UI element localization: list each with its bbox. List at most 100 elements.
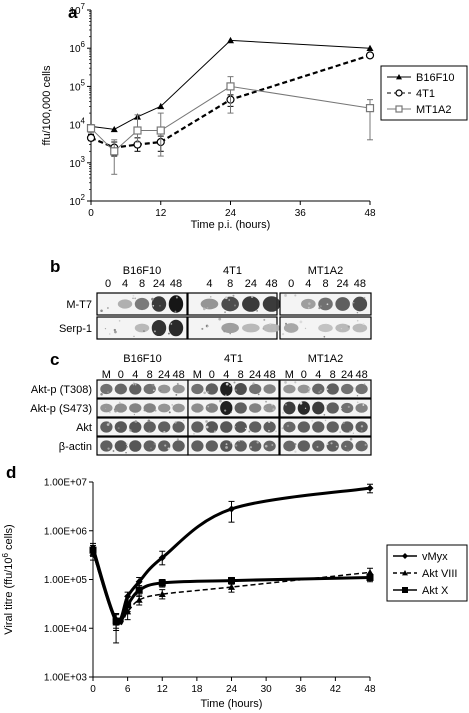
legend-marker [402, 587, 408, 593]
blot-speck [143, 330, 145, 333]
x-tick-label: 36 [295, 208, 307, 219]
blot-speck [271, 444, 274, 447]
data-point [226, 82, 235, 91]
blot-speck [352, 432, 355, 434]
blot-lane-label: 48 [263, 369, 275, 381]
blot-band [114, 440, 127, 452]
legend: vMyx Akt VIII Akt X [386, 544, 468, 602]
blot-speck [363, 297, 366, 299]
blot-speck [202, 307, 206, 311]
blot-speck [325, 323, 327, 325]
blot-group-label: 4T1 [223, 265, 242, 277]
blot-group-label: B16F10 [123, 353, 162, 365]
blot-lane-label: 8 [322, 278, 328, 290]
blot-speck [268, 420, 271, 424]
blot-speck [228, 299, 231, 301]
blot-band [352, 296, 368, 312]
blot-speck [113, 328, 117, 332]
series-akt-x [89, 544, 374, 631]
blot-lane-label: 0 [118, 369, 124, 381]
blot-group-label: B16F10 [123, 265, 162, 277]
blot-band [234, 383, 247, 395]
x-tick-label: 48 [364, 684, 376, 695]
data-point [124, 592, 132, 600]
blot-band [326, 421, 339, 433]
blot-speck [264, 444, 268, 448]
blot-band [335, 323, 350, 333]
blot-band [326, 402, 339, 414]
blot-speck [249, 446, 253, 449]
blot-speck [325, 404, 327, 406]
blot-band [158, 440, 171, 452]
blot-speck [154, 409, 157, 412]
blot-speck [224, 409, 227, 412]
blot-speck [151, 383, 155, 387]
blot-speck [201, 407, 204, 410]
blot-speck [205, 420, 208, 423]
blot-band [234, 440, 247, 452]
blot-band [114, 421, 127, 433]
blot-band [242, 296, 260, 312]
x-tick-label: 12 [155, 208, 167, 219]
blot-speck [256, 310, 258, 312]
blot-band [249, 403, 262, 413]
blot-speck [100, 309, 103, 313]
blot-speck [356, 311, 359, 314]
blot-speck [164, 444, 167, 447]
panel-label-a: a [68, 3, 78, 22]
blot-speck [241, 440, 244, 442]
blot-lane-label: M [102, 369, 111, 381]
blot-speck [168, 411, 171, 414]
blot-speck [201, 327, 204, 330]
blot-speck [132, 381, 135, 384]
blot-band [318, 323, 333, 333]
blot-speck [234, 444, 238, 447]
y-tick-label: 1.00E+03 [44, 673, 88, 684]
legend-marker [395, 105, 403, 113]
blot-band [191, 421, 204, 433]
blot-speck [285, 322, 287, 325]
blot-band [335, 297, 350, 311]
blot-speck [248, 430, 251, 433]
x-axis-label: Time p.i. (hours) [191, 219, 271, 231]
blot-group-label: 4T1 [224, 353, 243, 365]
blot-speck [294, 294, 297, 297]
blot-speck [174, 421, 177, 424]
y-tick-label: 105 [69, 78, 85, 93]
y-axis-label: Viral titre (ffu/106 cells) [1, 524, 15, 634]
blot-speck [129, 429, 132, 432]
blot-band [100, 421, 113, 433]
blot-speck [182, 419, 185, 422]
series-line [90, 39, 371, 130]
blot-speck [263, 318, 266, 321]
blot-speck [284, 380, 287, 384]
blot-speck [324, 419, 327, 422]
blot-lane-label: 24 [249, 369, 261, 381]
blot-lane-label: 24 [158, 369, 170, 381]
blot-speck [108, 422, 111, 424]
blot-band [234, 402, 247, 414]
data-point [89, 546, 97, 554]
blot-speck [252, 382, 255, 385]
blot-speck [229, 332, 231, 335]
blot-band [205, 403, 218, 413]
blot-speck [210, 382, 212, 385]
blot-band [355, 383, 368, 395]
blot-speck [151, 297, 154, 301]
blot-speck [340, 407, 343, 410]
blot-band [263, 384, 276, 394]
blot-band [129, 383, 142, 395]
y-tick-label: 1.00E+07 [44, 478, 88, 489]
data-point [365, 51, 375, 60]
blot-band [312, 383, 325, 395]
blot-speck [238, 439, 241, 442]
blot-speck [147, 419, 151, 423]
blot-band [262, 296, 281, 312]
blot-speck [347, 325, 350, 328]
blot-band [191, 440, 204, 452]
legend-label: vMyx [422, 551, 448, 563]
blot-speck [206, 325, 209, 328]
blot-lane-label: 48 [170, 278, 182, 290]
data-point [158, 590, 166, 597]
data-point [228, 583, 235, 590]
